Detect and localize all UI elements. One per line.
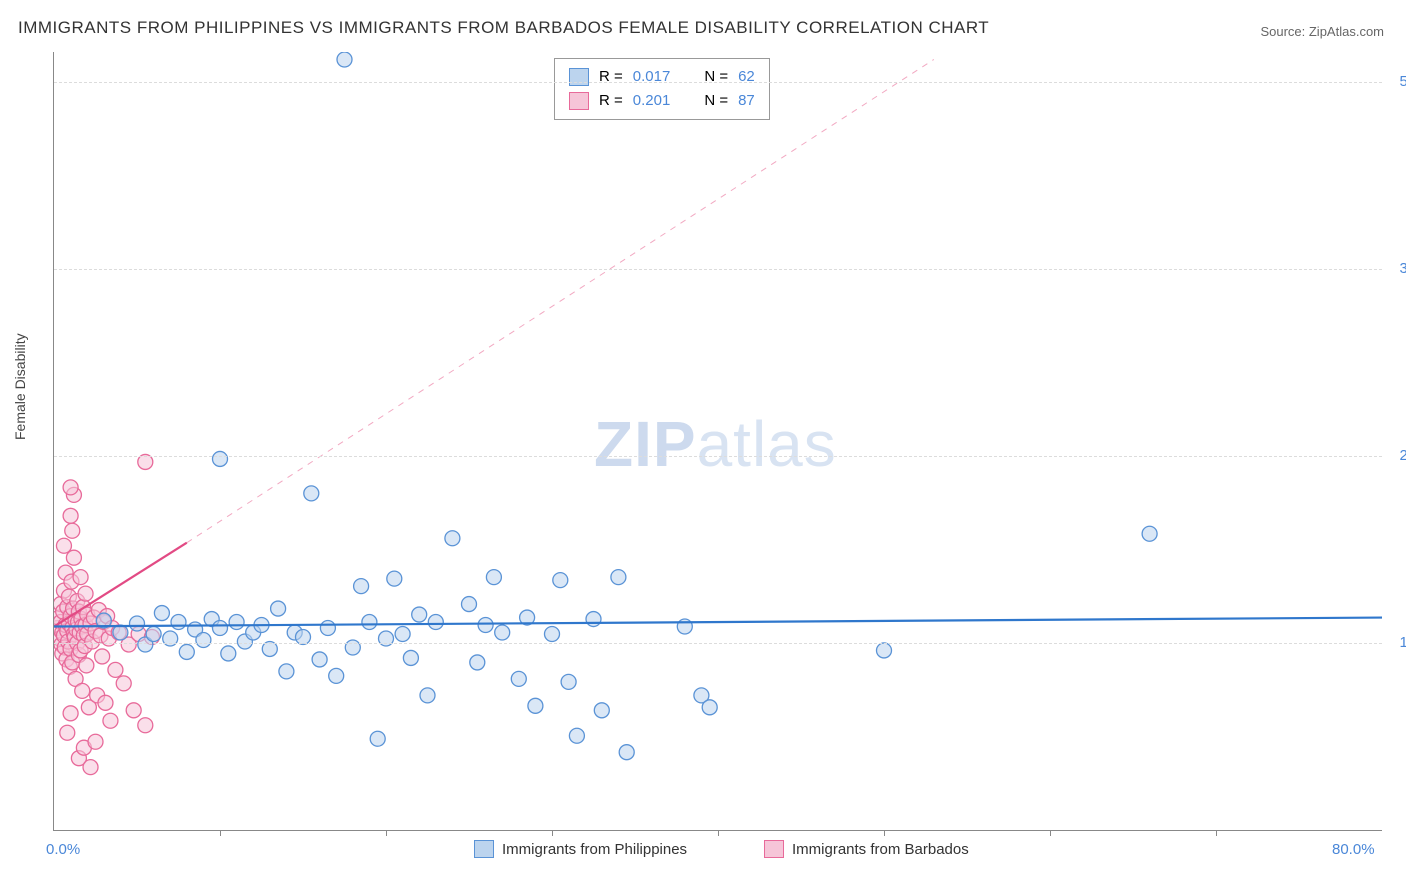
r-label: R = <box>599 65 623 89</box>
plot-area: ZIPatlas R = 0.017 N = 62 R = 0.201 N = … <box>53 52 1382 831</box>
legend-swatch-icon <box>764 840 784 858</box>
legend-row: R = 0.201 N = 87 <box>569 89 755 113</box>
y-tick-label: 37.5% <box>1399 260 1406 277</box>
series-legend-barbados: Immigrants from Barbados <box>764 840 969 858</box>
n-value: 62 <box>738 65 755 89</box>
series-legend-philippines: Immigrants from Philippines <box>474 840 687 858</box>
correlation-legend: R = 0.017 N = 62 R = 0.201 N = 87 <box>554 58 770 120</box>
series-name: Immigrants from Philippines <box>502 841 687 858</box>
y-tick-label: 12.5% <box>1399 634 1406 651</box>
legend-swatch-icon <box>569 68 589 86</box>
x-tick-label: 80.0% <box>1332 841 1375 858</box>
r-value: 0.201 <box>633 89 671 113</box>
legend-swatch-icon <box>569 92 589 110</box>
n-label: N = <box>704 89 728 113</box>
chart-title: IMMIGRANTS FROM PHILIPPINES VS IMMIGRANT… <box>18 18 989 38</box>
y-tick-label: 50.0% <box>1399 73 1406 90</box>
x-tick-label: 0.0% <box>46 841 80 858</box>
legend-swatch-icon <box>474 840 494 858</box>
source-label: Source: ZipAtlas.com <box>1260 24 1384 39</box>
y-tick-label: 25.0% <box>1399 447 1406 464</box>
series-name: Immigrants from Barbados <box>792 841 969 858</box>
legend-row: R = 0.017 N = 62 <box>569 65 755 89</box>
r-value: 0.017 <box>633 65 671 89</box>
chart-svg <box>54 52 1382 830</box>
y-axis-label: Female Disability <box>12 333 28 440</box>
r-label: R = <box>599 89 623 113</box>
n-label: N = <box>704 65 728 89</box>
chart-container: IMMIGRANTS FROM PHILIPPINES VS IMMIGRANT… <box>0 0 1406 892</box>
n-value: 87 <box>738 89 755 113</box>
